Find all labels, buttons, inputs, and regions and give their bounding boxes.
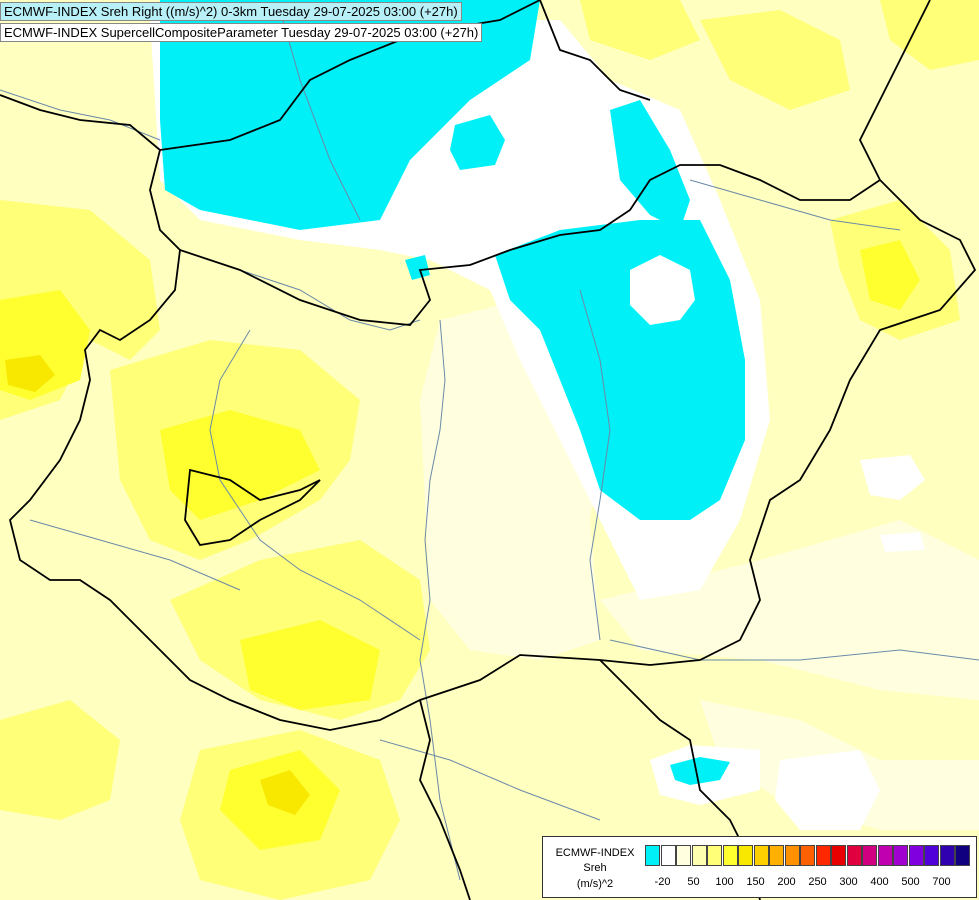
legend-tick-label: 700 [932, 876, 951, 888]
legend-swatch [908, 845, 924, 866]
legend-swatch [831, 845, 846, 866]
field-max-areas [5, 355, 310, 815]
legend-swatch [784, 845, 800, 866]
legend-swatch [769, 845, 784, 866]
legend-tick-label: 150 [746, 876, 765, 888]
legend-swatch [722, 845, 738, 866]
legend-swatch [753, 845, 769, 866]
map-title-line1: ECMWF-INDEX Sreh Right ((m/s)^2) 0-3km T… [0, 2, 462, 21]
legend-swatch [645, 845, 660, 866]
legend-swatch [924, 845, 939, 866]
legend-swatch [660, 845, 676, 866]
legend-swatch [877, 845, 893, 866]
legend-tick-label: 250 [808, 876, 827, 888]
legend-tick-label: 300 [839, 876, 858, 888]
legend-swatch [893, 845, 908, 866]
legend-swatch [800, 845, 815, 866]
legend-swatch [862, 845, 877, 866]
legend-tick-label: 50 [687, 876, 700, 888]
legend-unit: (m/s)^2 [576, 878, 614, 890]
legend-swatch [939, 845, 955, 866]
field-strong-areas [0, 240, 920, 850]
legend-swatch [707, 845, 722, 866]
legend-swatch [846, 845, 862, 866]
map-title-line2: ECMWF-INDEX SupercellCompositeParameter … [0, 23, 483, 42]
legend-swatch [691, 845, 707, 866]
legend-swatch [676, 845, 691, 866]
legend-tick-label: 200 [777, 876, 796, 888]
legend-variable: Sreh [583, 862, 607, 874]
legend-tick-label: -20 [654, 876, 671, 888]
legend-swatch [738, 845, 753, 866]
rivers [0, 9, 979, 881]
legend-swatch [955, 845, 970, 866]
legend-tick-label: 100 [715, 876, 734, 888]
legend-title: ECMWF-INDEX [555, 847, 635, 859]
legend-swatch [815, 845, 831, 866]
color-legend: ECMWF-INDEX Sreh (m/s)^2 -20 50 100 150 200 2… [542, 836, 977, 898]
field-zero-hole [630, 255, 695, 325]
legend-tick-label: 400 [870, 876, 889, 888]
legend-tick-label: 500 [901, 876, 920, 888]
